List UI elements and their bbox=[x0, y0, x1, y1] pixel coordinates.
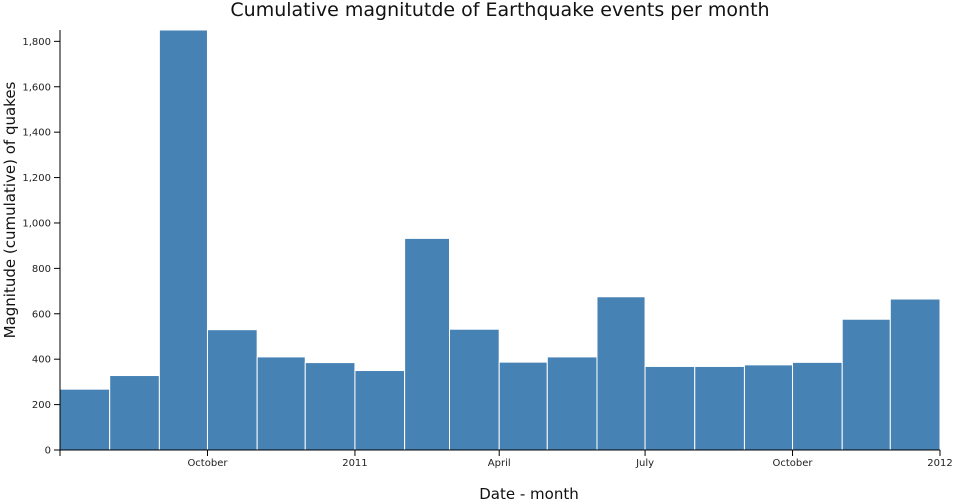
bar-2011-10 bbox=[792, 361, 843, 451]
bar-2011-01 bbox=[354, 370, 406, 451]
x-tick-label: 2012 bbox=[927, 458, 952, 469]
y-tick-label: 1,000 bbox=[22, 218, 51, 229]
x-tick-label: 2011 bbox=[342, 458, 367, 469]
x-tick-label: October bbox=[187, 458, 228, 469]
y-tick-label: 1,400 bbox=[22, 128, 51, 139]
y-tick-label: 0 bbox=[45, 446, 51, 457]
y-tick-label: 1,200 bbox=[22, 173, 51, 184]
bar-2011-02 bbox=[404, 237, 451, 451]
bar-2010-07 bbox=[59, 388, 111, 451]
y-tick-label: 800 bbox=[32, 264, 51, 275]
y-tick-label: 400 bbox=[32, 355, 51, 366]
bar-2011-07 bbox=[644, 365, 696, 451]
bar-2010-09 bbox=[158, 29, 208, 451]
y-tick-label: 1,800 bbox=[22, 37, 51, 48]
bar-2010-10 bbox=[206, 329, 258, 451]
x-axis-label: Date - month bbox=[479, 485, 579, 500]
y-tick-label: 200 bbox=[32, 400, 51, 411]
bar-2011-09 bbox=[743, 364, 794, 451]
bar-2011-11 bbox=[841, 318, 891, 451]
bar-2010-08 bbox=[109, 375, 160, 451]
bar-2011-03 bbox=[449, 328, 500, 451]
y-tick-label: 600 bbox=[32, 309, 51, 320]
bar-2010-12 bbox=[304, 362, 356, 451]
bars-group bbox=[59, 29, 941, 451]
y-axis-label: Magnitude (cumulative) of quakes bbox=[1, 81, 19, 338]
x-tick-label: April bbox=[488, 458, 511, 469]
x-axis: October 2011 April July October 2012 bbox=[59, 449, 953, 469]
bar-2011-06 bbox=[596, 296, 646, 451]
chart-title: Cumulative magnitutde of Earthquake even… bbox=[230, 0, 769, 21]
x-tick-label: October bbox=[773, 458, 814, 469]
bar-2010-11 bbox=[256, 356, 306, 451]
bar-2011-08 bbox=[694, 365, 745, 451]
bar-2011-12 bbox=[889, 298, 941, 451]
bar-2011-05 bbox=[546, 356, 598, 451]
x-tick-label: July bbox=[635, 458, 654, 469]
bar-2011-04 bbox=[498, 361, 548, 451]
y-tick-label: 1,600 bbox=[22, 82, 51, 93]
y-axis: 0 200 400 600 800 1,000 1,200 1,400 1,600 1,800 bbox=[22, 30, 61, 457]
